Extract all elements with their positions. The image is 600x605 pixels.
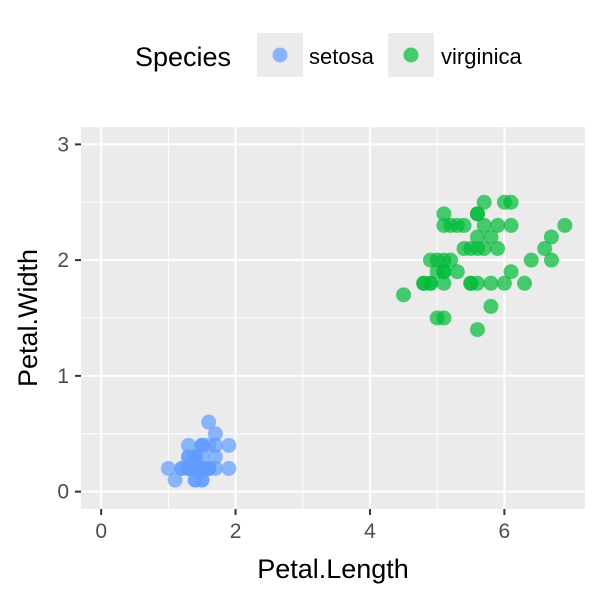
data-point-setosa — [207, 426, 223, 442]
axes: 0 2 4 6 0 1 2 3 — [57, 133, 510, 543]
legend-label-setosa: setosa — [309, 44, 375, 69]
data-point-virginica — [456, 217, 472, 233]
data-point-setosa — [181, 437, 197, 453]
data-point-virginica — [449, 264, 465, 280]
data-point-setosa — [187, 472, 203, 488]
data-point-virginica — [436, 275, 452, 291]
y-tick-label: 1 — [57, 365, 69, 388]
data-point-virginica — [416, 275, 432, 291]
legend-title: Species — [135, 42, 231, 72]
data-point-virginica — [537, 241, 553, 257]
data-point-virginica — [557, 217, 573, 233]
data-point-virginica — [469, 322, 485, 338]
data-point-setosa — [201, 414, 217, 430]
x-axis-title: Petal.Length — [257, 554, 409, 584]
grid — [81, 127, 585, 509]
y-tick-label: 0 — [57, 481, 69, 504]
data-point-virginica — [476, 217, 492, 233]
data-point-virginica — [469, 206, 485, 222]
x-tick-label: 6 — [499, 520, 511, 543]
data-point-virginica — [523, 252, 539, 268]
data-point-virginica — [429, 264, 445, 280]
x-tick-label: 2 — [230, 520, 242, 543]
data-point-setosa — [221, 437, 237, 453]
data-point-virginica — [503, 217, 519, 233]
y-tick-label: 2 — [57, 249, 69, 272]
data-point-setosa — [167, 472, 183, 488]
data-point-virginica — [476, 194, 492, 210]
legend-label-virginica: virginica — [441, 44, 522, 69]
data-point-virginica — [469, 241, 485, 257]
data-point-setosa — [194, 437, 210, 453]
data-point-virginica — [483, 229, 499, 245]
data-point-setosa — [207, 449, 223, 465]
data-point-virginica — [503, 264, 519, 280]
data-point-virginica — [483, 298, 499, 314]
data-point-virginica — [490, 241, 506, 257]
data-point-virginica — [436, 206, 452, 222]
data-point-virginica — [490, 217, 506, 233]
data-point-virginica — [517, 275, 533, 291]
y-axis-title: Petal.Width — [13, 249, 43, 387]
data-point-setosa — [187, 460, 203, 476]
legend-key-virginica — [403, 47, 419, 63]
data-point-virginica — [443, 217, 459, 233]
data-point-virginica — [503, 194, 519, 210]
data-point-virginica — [469, 229, 485, 245]
data-point-setosa — [160, 460, 176, 476]
data-point-virginica — [443, 252, 459, 268]
data-point-virginica — [463, 275, 479, 291]
x-tick-label: 0 — [95, 520, 107, 543]
data-point-virginica — [436, 310, 452, 326]
data-points — [160, 194, 573, 488]
legend: Species setosa virginica — [135, 33, 522, 77]
data-point-virginica — [456, 241, 472, 257]
data-point-virginica — [396, 287, 412, 303]
y-tick-label: 3 — [57, 133, 69, 156]
data-point-virginica — [543, 229, 559, 245]
data-point-setosa — [187, 449, 203, 465]
data-point-virginica — [422, 252, 438, 268]
data-point-virginica — [483, 275, 499, 291]
legend-key-setosa — [272, 47, 288, 63]
data-point-virginica — [496, 275, 512, 291]
data-point-setosa — [221, 460, 237, 476]
x-tick-label: 4 — [364, 520, 376, 543]
data-point-virginica — [543, 252, 559, 268]
